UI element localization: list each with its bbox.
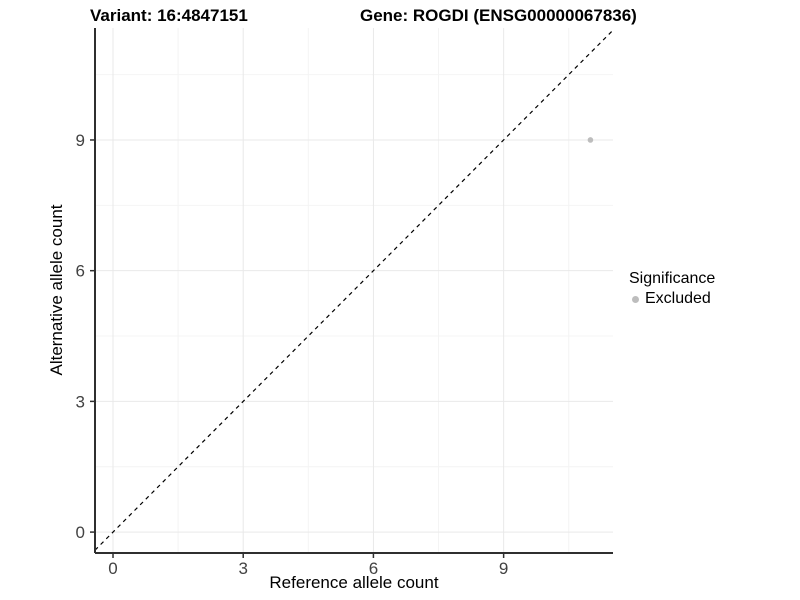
y-tick-label: 0 xyxy=(76,523,85,542)
variant-title: Variant: 16:4847151 xyxy=(90,6,248,25)
x-tick-label: 0 xyxy=(108,559,117,578)
identity-dashed-line xyxy=(94,29,614,551)
legend-entry-excluded: Excluded xyxy=(629,290,715,308)
x-axis-title: Reference allele count xyxy=(269,573,439,592)
y-tick-label: 6 xyxy=(76,262,85,281)
legend-point-icon xyxy=(632,295,639,303)
legend: Significance Excluded xyxy=(629,270,715,308)
y-tick-label: 9 xyxy=(76,131,85,150)
x-tick-label: 3 xyxy=(238,559,247,578)
legend-entry-label: Excluded xyxy=(645,290,711,307)
legend-title: Significance xyxy=(629,270,716,287)
y-tick-label: 3 xyxy=(76,392,85,411)
x-tick-label: 6 xyxy=(369,559,378,578)
data-point xyxy=(587,137,594,143)
gene-title: Gene: ROGDI (ENSG00000067836) xyxy=(360,6,637,25)
x-tick-label: 9 xyxy=(499,559,508,578)
